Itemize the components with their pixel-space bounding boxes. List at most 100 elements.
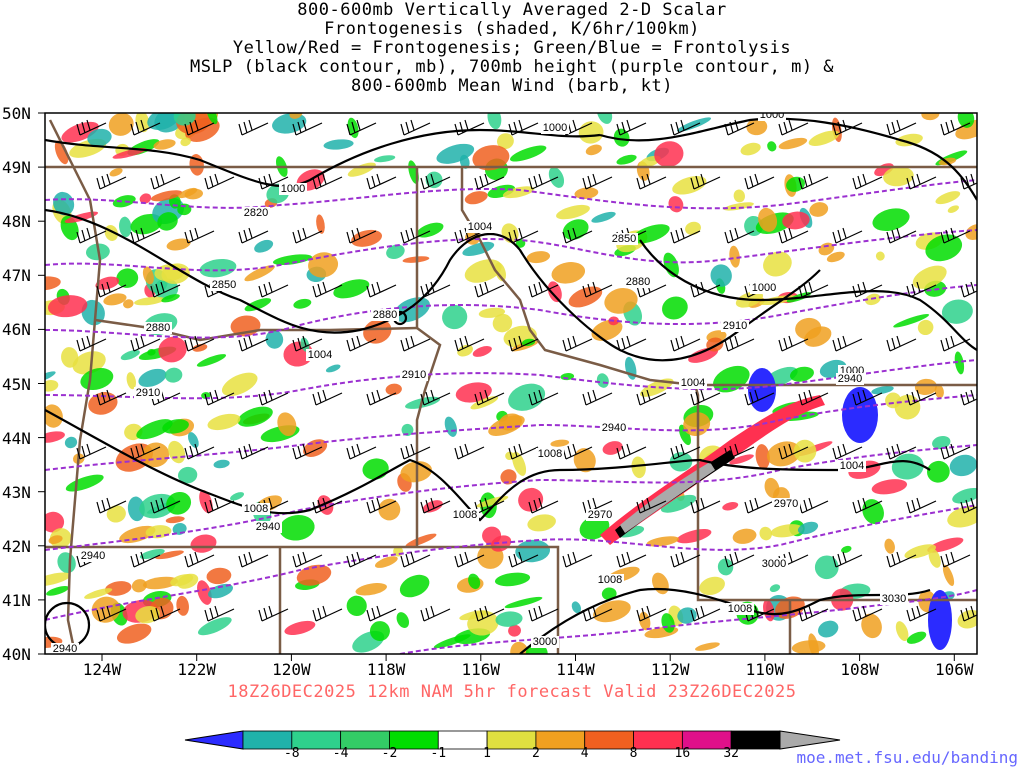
shade-blob bbox=[131, 579, 147, 593]
wind-barb bbox=[852, 281, 883, 298]
wind-barb bbox=[184, 335, 215, 352]
height-label: 2910 bbox=[723, 320, 747, 332]
height-contours bbox=[45, 179, 977, 654]
wind-barb bbox=[960, 389, 977, 406]
wind-barb bbox=[474, 281, 505, 298]
mslp-label: 1000 bbox=[760, 109, 784, 121]
shade-blob bbox=[109, 168, 123, 177]
wind-barb bbox=[508, 335, 539, 352]
shade-blob bbox=[729, 245, 740, 268]
wind-barb bbox=[130, 551, 161, 568]
lat-label: 45N bbox=[2, 374, 31, 394]
shade-blob bbox=[927, 537, 964, 553]
shade-blob bbox=[459, 610, 488, 621]
mslp-label: 1008 bbox=[244, 503, 268, 515]
shade-blob bbox=[422, 500, 443, 513]
shade-blob bbox=[676, 117, 712, 132]
lon-label: 122W bbox=[177, 660, 216, 679]
frontolysis-blue bbox=[928, 590, 952, 650]
shade-blob bbox=[157, 212, 178, 231]
shade-blob bbox=[378, 498, 401, 521]
shade-blob bbox=[333, 279, 370, 299]
title-line-5: 800-600mb Mean Wind (barb, kt) bbox=[350, 76, 674, 96]
shade-blob bbox=[862, 499, 884, 525]
shade-blob bbox=[147, 348, 156, 356]
wind-barb bbox=[886, 335, 917, 352]
shade-blob bbox=[374, 155, 396, 163]
shade-blob bbox=[769, 584, 781, 593]
shade-blob bbox=[165, 516, 185, 524]
shade-blob bbox=[767, 441, 801, 467]
wind-barb bbox=[670, 443, 701, 460]
wind-barb bbox=[258, 389, 289, 406]
colorbar-tick-label: 2 bbox=[531, 746, 540, 761]
height-label: 2910 bbox=[402, 369, 426, 381]
wind-barb bbox=[528, 389, 559, 406]
shade-blob bbox=[142, 576, 179, 590]
credit-link[interactable]: moe.met.fsu.edu/banding bbox=[796, 748, 1018, 767]
shade-blob bbox=[782, 211, 810, 230]
shade-blob bbox=[808, 633, 819, 654]
wind-barb bbox=[130, 443, 161, 460]
shade-blob bbox=[663, 252, 679, 278]
shade-blob bbox=[717, 558, 734, 576]
shade-blob bbox=[934, 384, 944, 399]
shade-blob bbox=[695, 642, 720, 651]
height-label: 2940 bbox=[602, 422, 626, 434]
wind-barb bbox=[528, 497, 559, 514]
shade-blob bbox=[289, 113, 303, 119]
mslp-label: 1004 bbox=[308, 349, 332, 361]
wind-barb bbox=[832, 119, 863, 136]
wind-barb bbox=[616, 551, 647, 568]
shade-blob bbox=[46, 585, 70, 596]
colorbar-tick-label: 32 bbox=[723, 746, 739, 761]
shade-blob bbox=[508, 383, 546, 411]
height-label: 2880 bbox=[373, 309, 397, 321]
shade-blob bbox=[818, 242, 835, 256]
shade-blob bbox=[462, 241, 495, 257]
wind-barb bbox=[150, 605, 181, 622]
wind-barb bbox=[636, 173, 667, 190]
height-label: 2880 bbox=[626, 276, 650, 288]
shade-blob bbox=[396, 612, 410, 628]
wind-barb bbox=[130, 335, 161, 352]
wind-barb bbox=[420, 389, 451, 406]
wind-barb bbox=[636, 605, 667, 622]
frontolysis-blue bbox=[842, 387, 878, 443]
shade-blob bbox=[551, 262, 586, 284]
shade-blob bbox=[206, 567, 232, 585]
shade-blob bbox=[81, 299, 105, 326]
shade-blob bbox=[374, 556, 398, 568]
shade-blob bbox=[158, 336, 187, 363]
lon-label: 116W bbox=[461, 660, 501, 679]
lat-label: 44N bbox=[2, 428, 31, 448]
mslp-label: 1004 bbox=[468, 221, 492, 233]
shade-blob bbox=[740, 142, 761, 156]
shade-blob bbox=[573, 448, 596, 473]
shade-blob bbox=[244, 265, 275, 282]
wind-barb bbox=[670, 119, 701, 136]
wind-barb bbox=[886, 227, 917, 244]
shade-blob bbox=[795, 317, 822, 340]
shade-blob bbox=[112, 195, 136, 208]
shade-blob bbox=[173, 113, 196, 126]
shade-blob bbox=[699, 576, 725, 596]
wind-barb bbox=[292, 335, 323, 352]
colorbar-tick-label: -4 bbox=[332, 746, 349, 761]
shade-blob bbox=[192, 343, 208, 352]
lon-label: 108W bbox=[840, 660, 879, 679]
wind-barb bbox=[130, 119, 161, 136]
shade-blob bbox=[508, 624, 521, 637]
shade-blob bbox=[763, 599, 775, 622]
height-label: 2820 bbox=[244, 207, 268, 219]
wind-barb bbox=[366, 389, 397, 406]
shade-blob bbox=[206, 113, 218, 125]
wind-barb bbox=[690, 173, 721, 190]
shade-blob bbox=[284, 620, 316, 636]
wind-barb bbox=[798, 389, 829, 406]
shade-blob bbox=[861, 613, 882, 639]
shade-blob bbox=[405, 533, 437, 548]
wind-barb bbox=[184, 551, 215, 568]
wind-barb bbox=[400, 335, 431, 352]
colorbar-tick-label: -8 bbox=[283, 746, 300, 761]
